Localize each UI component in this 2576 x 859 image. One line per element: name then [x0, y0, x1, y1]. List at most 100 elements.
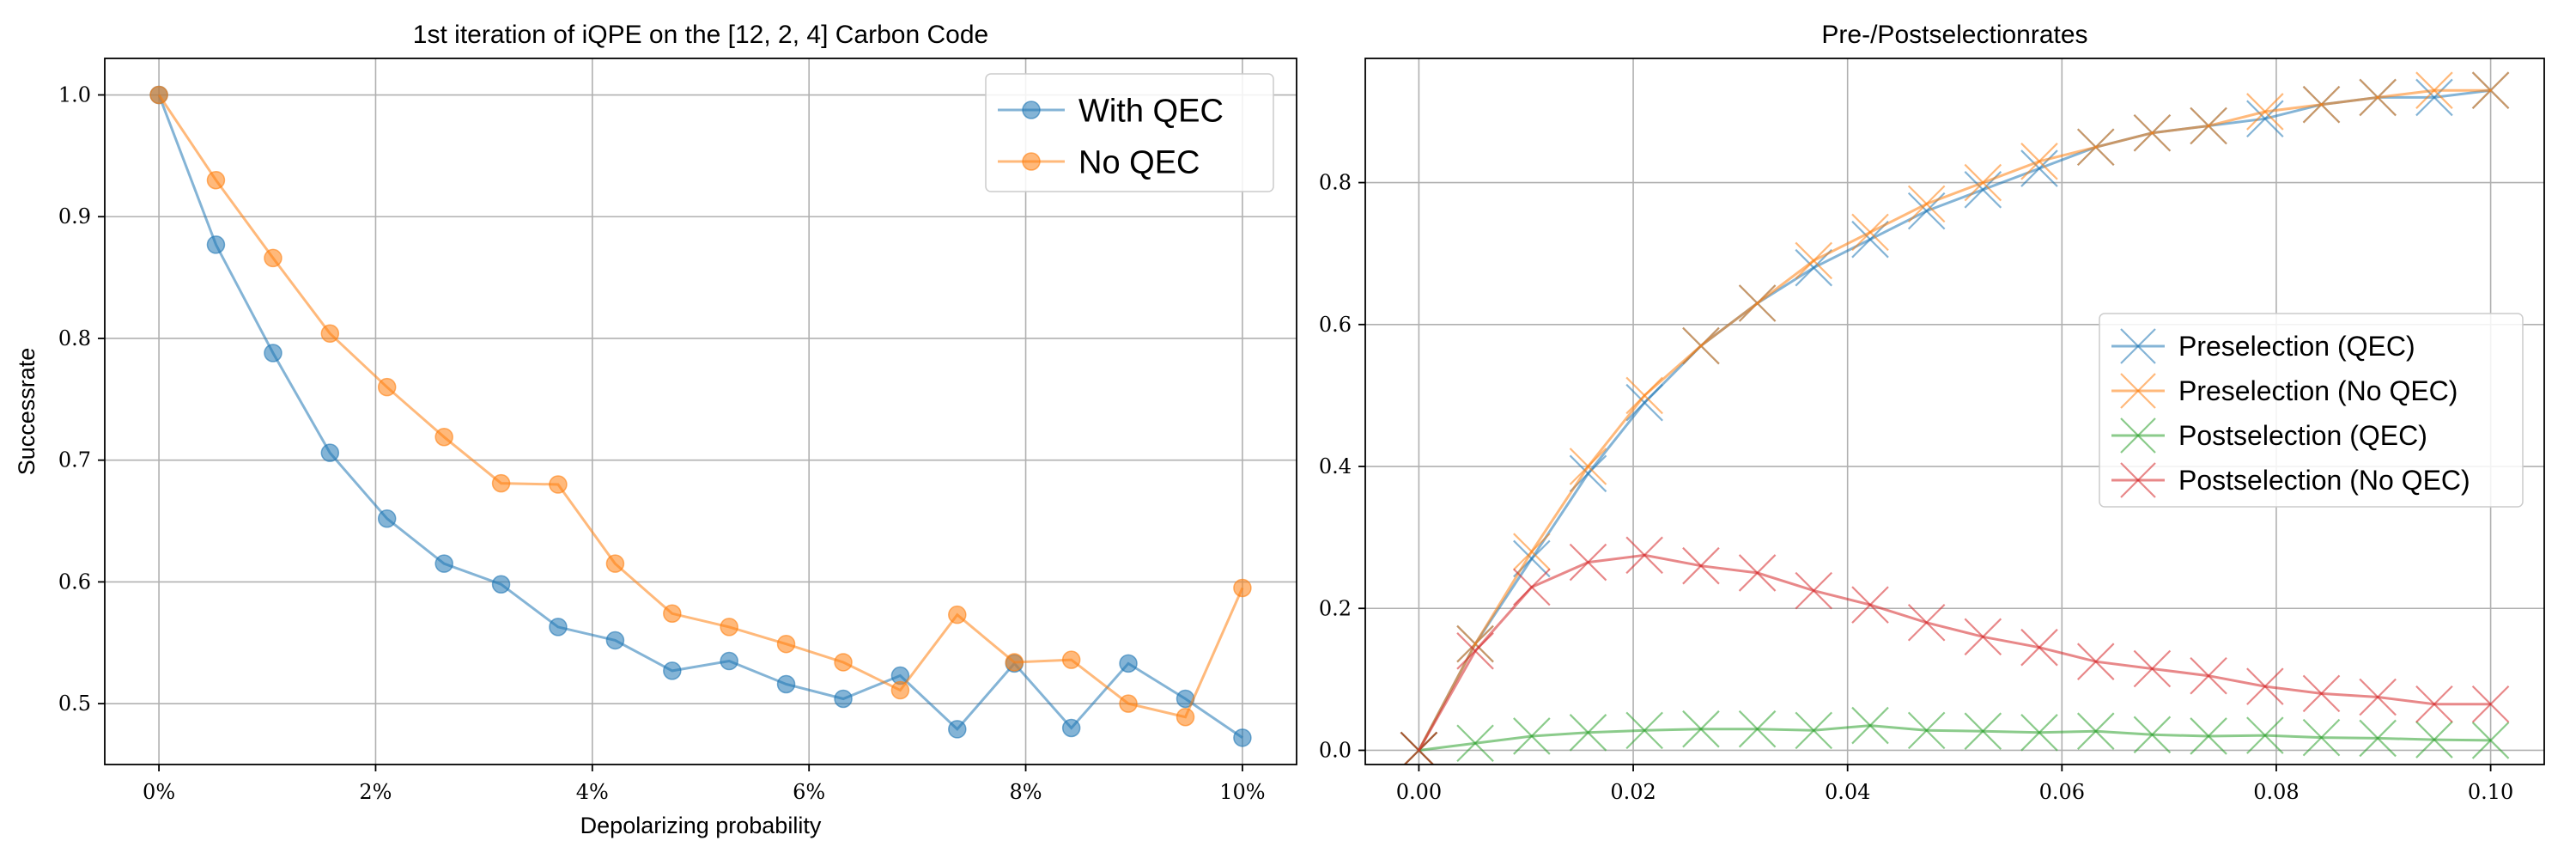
data-point-no-qec	[491, 473, 511, 493]
data-point-postselection-no-qec	[1569, 543, 1607, 582]
data-point-postselection-qec	[1513, 717, 1551, 755]
data-point-preselection-no-qec	[2190, 107, 2227, 145]
x-tick-label: 0.02	[1610, 780, 1656, 804]
x-marker-stroke	[1964, 618, 2002, 656]
series-no-qec	[149, 85, 1252, 727]
x-marker-stroke	[1851, 706, 1889, 745]
x-marker-stroke	[2302, 674, 2341, 713]
x-marker-stroke	[1569, 543, 1607, 582]
data-point-preselection-no-qec	[2471, 71, 2510, 109]
x-tick-label: 10%	[1219, 780, 1265, 804]
x-marker-stroke	[1682, 546, 1720, 585]
data-point-preselection-no-qec	[1569, 448, 1607, 485]
series-line-preselection-no-qec	[1418, 88, 2491, 752]
data-point-postselection-qec	[1907, 711, 1946, 750]
data-point-postselection-no-qec	[2415, 685, 2453, 723]
data-point-postselection-qec	[2415, 721, 2453, 758]
data-point-postselection-no-qec	[1400, 731, 1438, 765]
series-line-postselection-no-qec	[1418, 553, 2491, 752]
x-marker-stroke	[2120, 417, 2156, 454]
data-point-no-qec	[149, 85, 168, 105]
data-point-no-qec	[320, 324, 340, 344]
x-marker-stroke	[2133, 716, 2172, 754]
chart-title: 1st iteration of iQPE on the [12, 2, 4] …	[413, 21, 988, 49]
data-point-postselection-no-qec	[1513, 568, 1551, 606]
legend-label-with-qec: With QEC	[1078, 93, 1224, 129]
data-point-preselection-no-qec	[2415, 71, 2453, 109]
x-tick-label: 0.10	[2468, 780, 2513, 804]
x-marker-stroke	[2020, 628, 2058, 667]
legend-marker-postselection-qec	[2120, 417, 2156, 454]
x-marker-stroke	[2302, 85, 2341, 124]
x-marker-stroke	[1851, 213, 1889, 252]
x-marker-stroke	[2020, 149, 2058, 187]
data-point-no-qec	[605, 554, 625, 573]
data-point-with-qec	[1233, 728, 1252, 747]
y-tick-label: 0.2	[1319, 596, 1352, 620]
data-point-preselection-no-qec	[1907, 185, 1946, 223]
data-point-no-qec	[377, 377, 397, 397]
data-point-preselection-no-qec	[1738, 284, 1777, 322]
x-tick-label: 4%	[576, 780, 609, 804]
data-point-postselection-qec	[1738, 710, 1777, 748]
y-tick-label: 0.0	[1319, 738, 1352, 762]
data-point-no-qec	[549, 475, 568, 494]
data-point-postselection-qec	[2076, 712, 2115, 750]
legend-marker-postselection-no-qec	[2120, 462, 2156, 498]
x-marker-stroke	[2190, 717, 2227, 755]
data-point-postselection-no-qec	[1795, 571, 1833, 610]
x-marker-stroke	[1907, 711, 1946, 750]
data-point-postselection-qec	[1851, 706, 1889, 745]
data-point-postselection-no-qec	[2190, 656, 2227, 695]
x-tick-label: 6%	[793, 780, 825, 804]
x-marker-stroke	[1851, 586, 1889, 624]
x-marker-stroke	[1569, 448, 1607, 485]
legend: With QEC No QEC	[985, 73, 1274, 192]
legend-label-preselection-no-qec: Preselection (No QEC)	[2178, 375, 2458, 406]
data-point-preselection-qec	[2020, 149, 2058, 187]
data-point-preselection-no-qec	[1851, 213, 1889, 252]
x-tick-label: 0.06	[2039, 780, 2085, 804]
y-tick-label: 0.8	[1319, 171, 1352, 195]
data-point-preselection-no-qec	[2246, 93, 2284, 131]
x-marker-stroke	[1738, 284, 1777, 322]
chart-title: Pre-/Postselectionrates	[1821, 21, 2087, 49]
x-marker-stroke	[1625, 376, 1663, 415]
data-point-postselection-qec	[1569, 714, 1607, 752]
x-marker-stroke	[1738, 710, 1777, 748]
x-tick-label: 8%	[1010, 780, 1042, 804]
data-point-no-qec	[663, 604, 682, 624]
data-point-with-qec	[549, 618, 568, 637]
y-tick-label: 0.4	[1319, 454, 1352, 478]
x-marker-stroke	[1795, 711, 1833, 750]
x-marker-stroke	[1513, 533, 1551, 570]
x-marker-stroke	[2246, 93, 2284, 131]
x-marker-stroke	[2133, 113, 2172, 152]
data-point-no-qec	[720, 618, 738, 637]
plot-frame	[104, 58, 1297, 765]
x-tick-label: 0.08	[2253, 780, 2299, 804]
x-marker-stroke	[1964, 712, 2002, 750]
plot-area	[149, 85, 1252, 747]
data-point-with-qec	[491, 575, 511, 594]
data-point-no-qec	[1005, 653, 1024, 672]
x-marker-stroke	[2471, 685, 2510, 723]
x-marker-stroke	[2359, 719, 2397, 758]
y-tick-label: 0.6	[1319, 313, 1352, 337]
x-marker-stroke	[1907, 185, 1946, 223]
x-marker-stroke	[2076, 643, 2115, 680]
data-point-preselection-no-qec	[2302, 85, 2341, 124]
x-marker-stroke	[1964, 163, 2002, 202]
data-point-no-qec	[434, 428, 453, 447]
x-marker-stroke	[2246, 100, 2284, 137]
legend-marker-preselection-qec	[2120, 328, 2156, 364]
data-point-postselection-qec	[2246, 716, 2284, 754]
plot-frame	[1364, 58, 2545, 765]
chart-selection-rates: 0.00 0.02 0.04 0.06 0.08 0.10 0.0 0.2 0.4 0.6 0.8 P…	[1319, 21, 2545, 804]
data-point-preselection-no-qec	[2076, 128, 2115, 167]
data-point-postselection-qec	[2133, 716, 2172, 754]
x-marker-stroke	[1682, 710, 1720, 748]
data-point-postselection-no-qec	[2359, 678, 2397, 716]
data-point-preselection-no-qec	[1456, 624, 1494, 663]
